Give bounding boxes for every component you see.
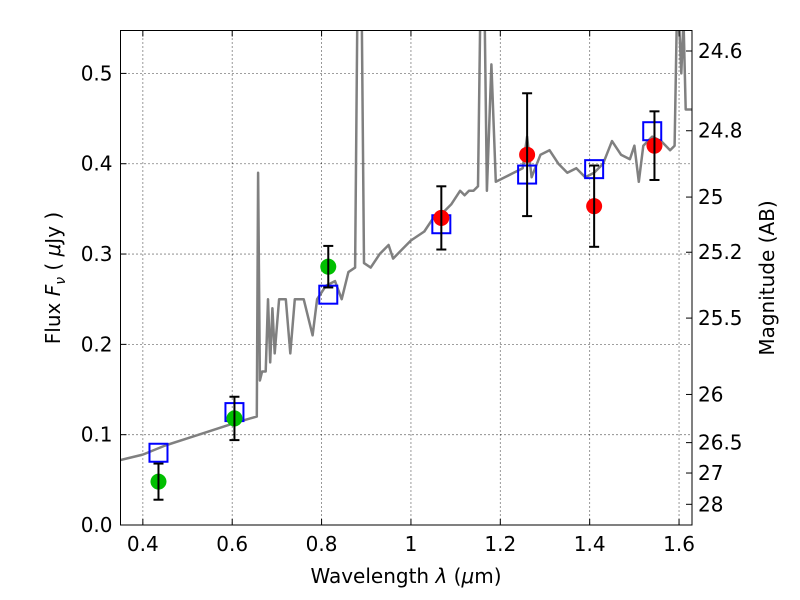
right-tick-label: 26 <box>698 382 723 406</box>
model-square <box>148 442 169 463</box>
x-axis-label: Wavelength λ (μm) <box>310 564 501 588</box>
y-tick-label: 0.0 <box>81 513 113 537</box>
y-tick-label: 0.3 <box>81 242 113 266</box>
y-tick-label: 0.4 <box>81 152 113 176</box>
ticks: 0.4 0.6 0.8 1 1.2 1.4 1.6 0.0 0.1 0.2 0.3 0.4 0.5 24.… <box>81 30 743 556</box>
right-tick-label: 26.5 <box>698 431 743 455</box>
x-tick-label: 0.4 <box>127 532 159 556</box>
right-tick-label: 25 <box>698 185 723 209</box>
y-axis-label: Flux Fν ( μJy ) <box>41 212 69 344</box>
right-tick-label: 28 <box>698 492 723 516</box>
x-tick-label: 0.6 <box>216 532 248 556</box>
x-tick-label: 1.2 <box>484 532 516 556</box>
right-axis-label: Magnitude (AB) <box>755 200 779 355</box>
right-tick-label: 25.5 <box>698 306 743 330</box>
x-tick-label: 1 <box>405 532 418 556</box>
y-tick-label: 0.5 <box>81 61 113 85</box>
x-tick-label: 0.8 <box>306 532 338 556</box>
right-tick-label: 24.8 <box>698 119 743 143</box>
right-tick-label: 25.2 <box>698 240 743 264</box>
plot-area <box>120 30 692 501</box>
y-tick-label: 0.2 <box>81 332 113 356</box>
right-tick-label: 27 <box>698 461 723 485</box>
x-tick-label: 1.4 <box>574 532 606 556</box>
spectrum-line <box>120 30 692 462</box>
y-tick-label: 0.1 <box>81 423 113 447</box>
axes-frame <box>120 30 693 526</box>
x-tick-label: 1.6 <box>663 532 695 556</box>
grid <box>120 30 692 526</box>
right-tick-label: 24.6 <box>698 39 743 63</box>
